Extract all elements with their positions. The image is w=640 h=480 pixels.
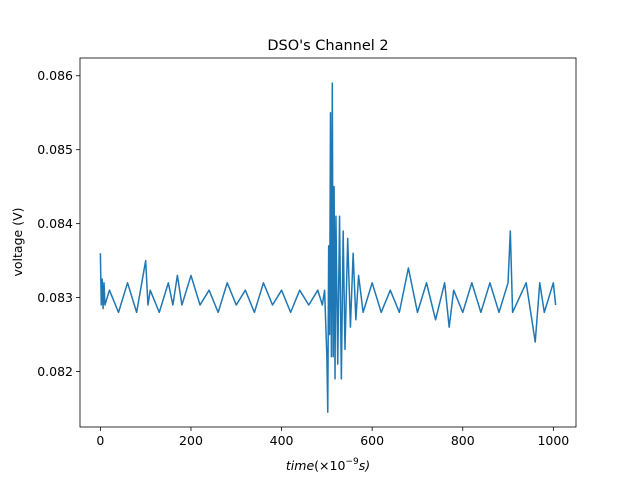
y-axis-label: voltage (V) (10, 208, 25, 277)
x-tick-label: 400 (270, 433, 294, 448)
x-axis-label-main: time (286, 458, 315, 473)
axes-frame (79, 57, 577, 428)
plot-area (79, 57, 577, 428)
x-tick-label: 200 (179, 433, 203, 448)
x-tick-label: 600 (360, 433, 384, 448)
y-tick-label: 0.085 (37, 142, 73, 157)
y-tick-label: 0.083 (37, 290, 73, 305)
series-line (99, 82, 557, 413)
x-tick-label: 1000 (537, 433, 569, 448)
x-axis-label-exponent: −9 (345, 457, 359, 467)
chart-title: DSO's Channel 2 (267, 38, 388, 54)
y-axis-ticks: 0.082 0.083 0.084 0.085 0.086 (37, 68, 80, 379)
y-tick-label: 0.084 (37, 216, 73, 231)
x-tick-label: 0 (96, 433, 104, 448)
x-axis-ticks: 0 200 400 600 800 1000 (96, 427, 569, 448)
y-tick-label: 0.082 (37, 364, 73, 379)
x-axis-label-scale: (×10 (314, 458, 345, 473)
x-tick-label: 800 (451, 433, 475, 448)
y-tick-label: 0.086 (37, 68, 73, 83)
x-axis-label: time(×10−9s) (286, 457, 370, 473)
x-axis-label-unit: s) (359, 458, 370, 473)
